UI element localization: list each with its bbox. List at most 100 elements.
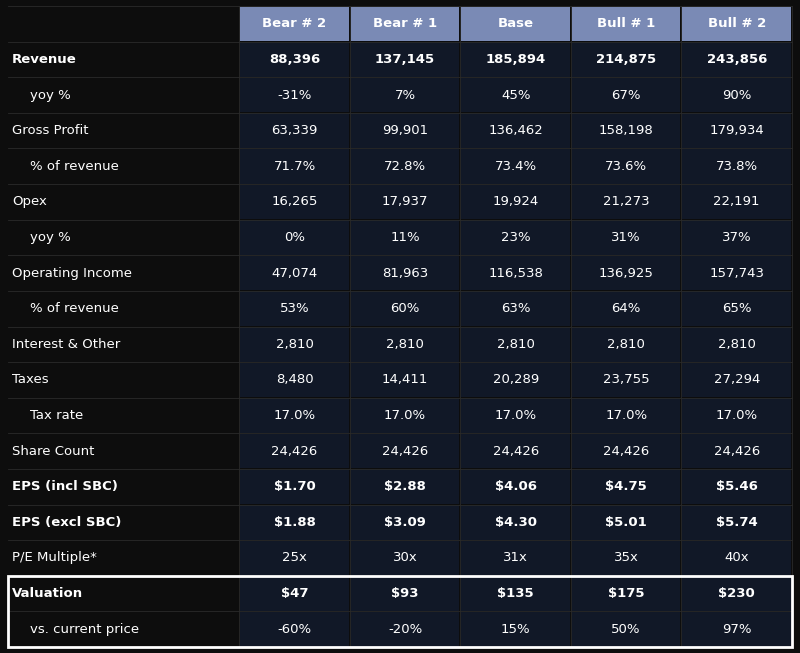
Bar (240, 541, 349, 575)
Text: 21,273: 21,273 (603, 195, 650, 208)
Text: 19,924: 19,924 (493, 195, 538, 208)
Bar (682, 470, 791, 504)
Bar (682, 78, 791, 112)
Text: $4.75: $4.75 (606, 480, 647, 493)
Bar (682, 327, 791, 362)
Bar (240, 78, 349, 112)
Bar (572, 398, 681, 433)
Text: 73.4%: 73.4% (494, 160, 537, 173)
Bar (462, 185, 570, 219)
Text: 2,810: 2,810 (718, 338, 756, 351)
Text: 0%: 0% (284, 231, 305, 244)
Text: 2,810: 2,810 (607, 338, 645, 351)
Bar (240, 505, 349, 539)
Bar (462, 505, 570, 539)
Bar (682, 434, 791, 468)
Bar (462, 612, 570, 646)
Text: Operating Income: Operating Income (12, 266, 132, 279)
Bar (351, 505, 459, 539)
Text: 71.7%: 71.7% (274, 160, 316, 173)
Bar (572, 505, 681, 539)
Bar (462, 470, 570, 504)
Text: Opex: Opex (12, 195, 47, 208)
Text: 67%: 67% (611, 89, 641, 101)
Text: yoy %: yoy % (30, 231, 70, 244)
Text: 20,289: 20,289 (493, 374, 538, 387)
Text: 25x: 25x (282, 552, 307, 564)
Text: 185,894: 185,894 (486, 53, 546, 66)
Text: 17,937: 17,937 (382, 195, 428, 208)
Bar (351, 78, 459, 112)
Text: 136,925: 136,925 (598, 266, 654, 279)
Text: 73.6%: 73.6% (605, 160, 647, 173)
Text: $5.46: $5.46 (716, 480, 758, 493)
Bar (572, 256, 681, 291)
Text: yoy %: yoy % (30, 89, 70, 101)
Bar (240, 434, 349, 468)
Bar (462, 114, 570, 148)
Text: 81,963: 81,963 (382, 266, 428, 279)
Bar (572, 291, 681, 326)
Text: 137,145: 137,145 (375, 53, 435, 66)
Text: $2.88: $2.88 (384, 480, 426, 493)
Text: $4.06: $4.06 (494, 480, 537, 493)
Bar (682, 612, 791, 646)
Bar (462, 398, 570, 433)
Text: 45%: 45% (501, 89, 530, 101)
Text: 60%: 60% (390, 302, 420, 315)
Text: 158,198: 158,198 (599, 124, 654, 137)
Bar (351, 7, 459, 40)
Bar (240, 185, 349, 219)
Text: 23,755: 23,755 (603, 374, 650, 387)
Text: 2,810: 2,810 (276, 338, 314, 351)
Text: % of revenue: % of revenue (30, 302, 119, 315)
Bar (682, 149, 791, 183)
Text: 116,538: 116,538 (488, 266, 543, 279)
Text: $4.30: $4.30 (494, 516, 537, 529)
Bar (462, 42, 570, 76)
Text: 65%: 65% (722, 302, 751, 315)
Bar (351, 149, 459, 183)
Text: Share Count: Share Count (12, 445, 94, 458)
Text: 136,462: 136,462 (488, 124, 543, 137)
Text: 63,339: 63,339 (271, 124, 318, 137)
Bar (351, 577, 459, 611)
Text: P/E Multiple*: P/E Multiple* (12, 552, 97, 564)
Bar (682, 291, 791, 326)
Text: 40x: 40x (725, 552, 749, 564)
Bar (240, 327, 349, 362)
Bar (572, 470, 681, 504)
Text: 11%: 11% (390, 231, 420, 244)
Text: 97%: 97% (722, 623, 751, 635)
Bar (572, 577, 681, 611)
Text: vs. current price: vs. current price (30, 623, 139, 635)
Text: 24,426: 24,426 (493, 445, 538, 458)
Text: 17.0%: 17.0% (605, 409, 647, 422)
Text: 27,294: 27,294 (714, 374, 760, 387)
Text: $135: $135 (498, 587, 534, 600)
Text: 243,856: 243,856 (706, 53, 767, 66)
Bar (572, 7, 681, 40)
Text: Base: Base (498, 18, 534, 30)
Text: Revenue: Revenue (12, 53, 77, 66)
Bar (240, 470, 349, 504)
Bar (572, 434, 681, 468)
Bar (351, 612, 459, 646)
Bar (240, 291, 349, 326)
Bar (351, 256, 459, 291)
Text: 2,810: 2,810 (497, 338, 534, 351)
Text: 72.8%: 72.8% (384, 160, 426, 173)
Bar (351, 541, 459, 575)
Bar (351, 470, 459, 504)
Bar (240, 362, 349, 397)
Text: 88,396: 88,396 (269, 53, 320, 66)
Bar (462, 291, 570, 326)
Bar (462, 78, 570, 112)
Bar (572, 149, 681, 183)
Bar (351, 220, 459, 255)
Bar (462, 220, 570, 255)
Text: 64%: 64% (611, 302, 641, 315)
Text: 31%: 31% (611, 231, 641, 244)
Bar (462, 541, 570, 575)
Text: 24,426: 24,426 (271, 445, 318, 458)
